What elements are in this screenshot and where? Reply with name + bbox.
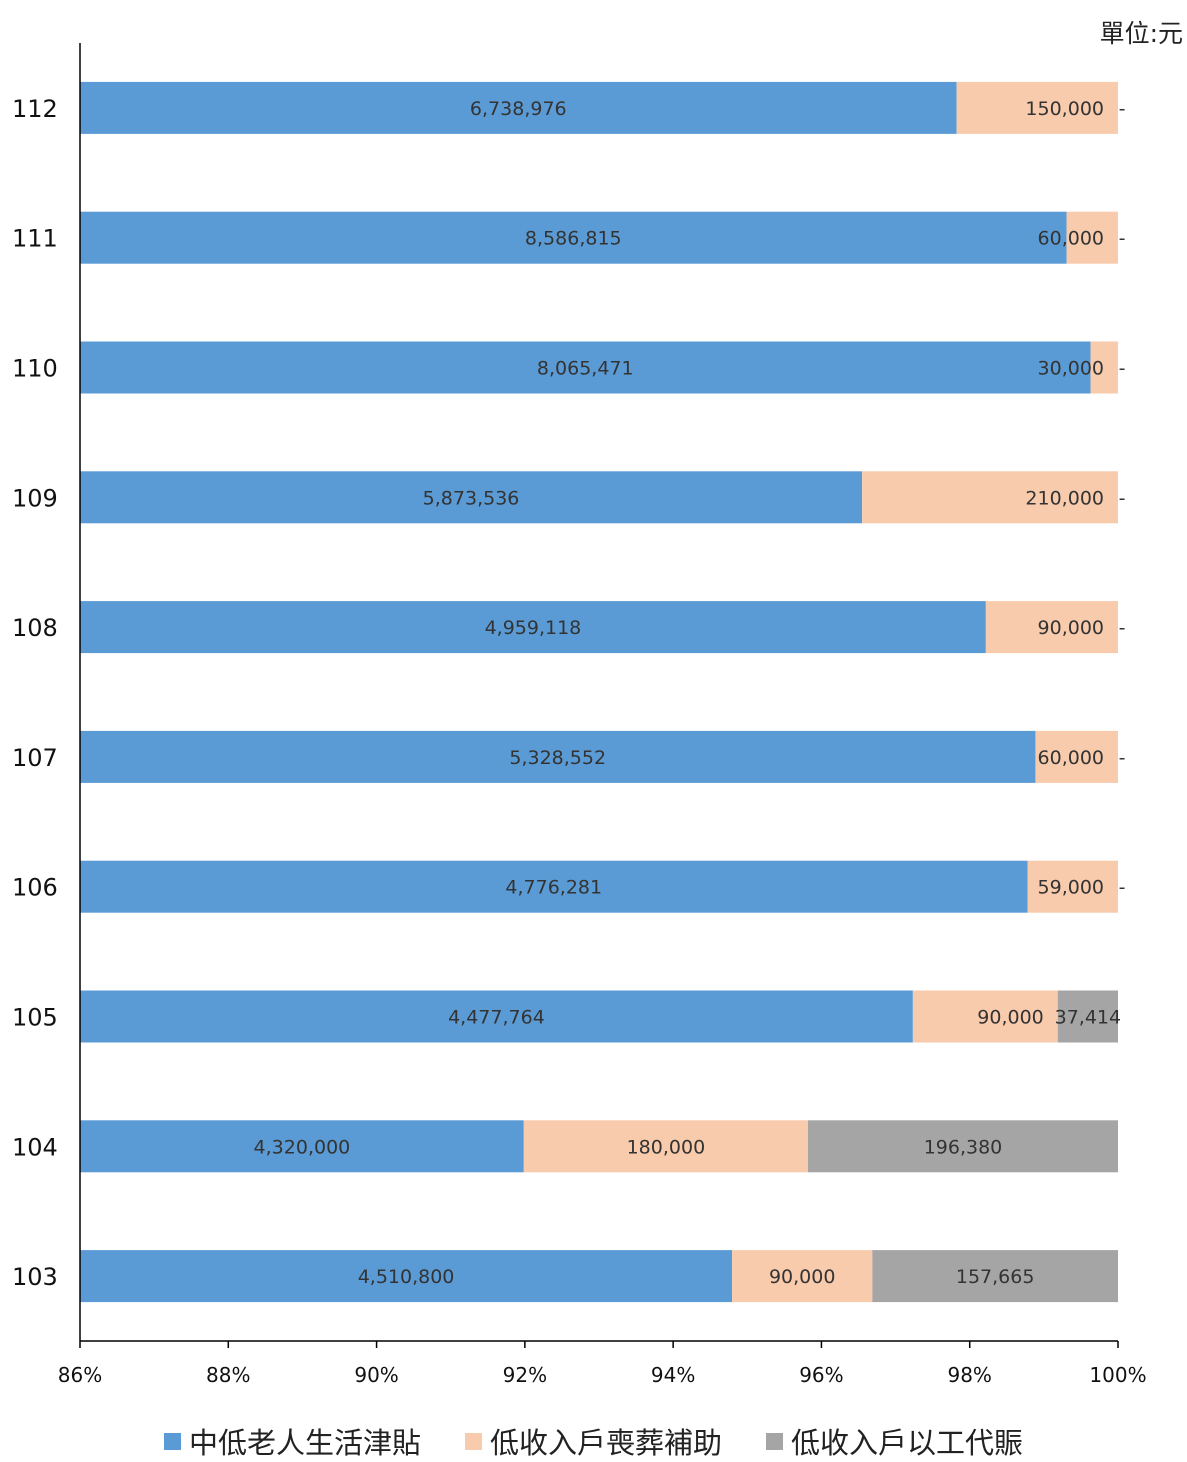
- bar-segment: [80, 1120, 524, 1173]
- bar-segment: [1066, 211, 1118, 264]
- bar-segment: [80, 341, 1091, 394]
- bar-segment: [1057, 990, 1118, 1043]
- x-tick-label: 94%: [651, 1363, 695, 1387]
- data-label: 90,000: [769, 1266, 835, 1288]
- unit-label: 單位:元: [1099, 19, 1183, 48]
- data-label: -: [1119, 617, 1126, 639]
- bar-segment: [80, 860, 1028, 913]
- bar-segment: [80, 81, 957, 134]
- data-label: 5,873,536: [423, 487, 520, 509]
- data-label: 90,000: [977, 1007, 1043, 1029]
- y-tick-label: 109: [12, 484, 58, 512]
- bar-segment: [80, 730, 1036, 783]
- data-label: 196,380: [924, 1136, 1003, 1158]
- data-label: 8,065,471: [537, 358, 634, 380]
- y-tick-label: 105: [12, 1004, 58, 1032]
- data-label: -: [1119, 228, 1126, 250]
- data-label: 5,328,552: [509, 747, 606, 769]
- x-tick-label: 100%: [1089, 1363, 1146, 1387]
- legend-label: 中低老人生活津貼: [188, 1426, 421, 1460]
- bar-segment: [1027, 860, 1118, 913]
- bar-segment: [872, 1250, 1118, 1303]
- bar-segment: [523, 1120, 808, 1173]
- legend-item-s1: 低收入戶喪葬補助: [464, 1420, 722, 1462]
- bar-segment: [912, 990, 1058, 1043]
- bars-layer: [80, 81, 1118, 1303]
- bar-segment: [80, 471, 863, 524]
- data-label: 37,414: [1055, 1007, 1121, 1029]
- data-label: 4,477,764: [448, 1007, 545, 1029]
- data-label: -: [1119, 487, 1126, 509]
- data-label: 6,738,976: [470, 98, 567, 120]
- bar-segment: [732, 1250, 873, 1303]
- bar-segment: [80, 601, 986, 654]
- legend-label: 低收入戶喪葬補助: [489, 1426, 722, 1460]
- y-tick-label: 111: [12, 225, 58, 253]
- bar-segment: [807, 1120, 1118, 1173]
- bar-segment: [1035, 730, 1118, 783]
- data-label: 90,000: [1038, 617, 1104, 639]
- legend-item-s0: 中低老人生活津貼: [163, 1420, 421, 1462]
- x-tick-label: 96%: [799, 1363, 843, 1387]
- legend: 中低老人生活津貼 低收入戶喪葬補助 低收入戶以工代賑: [0, 1420, 1187, 1462]
- x-tick-label: 90%: [354, 1363, 398, 1387]
- data-label: -: [1119, 358, 1126, 380]
- data-label: 4,510,800: [358, 1266, 455, 1288]
- legend-item-s2: 低收入戶以工代賑: [766, 1420, 1023, 1462]
- y-tick-label: 103: [12, 1263, 58, 1291]
- bar-segment: [956, 81, 1118, 134]
- stacked-bar-chart: 86% 88% 90% 92% 94% 96% 98% 100% 6,738,976 150,0…: [12, 43, 1147, 1387]
- axes-layer: 86% 88% 90% 92% 94% 96% 98% 100%: [58, 43, 1147, 1387]
- data-label: 4,776,281: [505, 877, 602, 899]
- legend-swatch: [163, 1432, 181, 1450]
- data-label: 60,000: [1038, 228, 1104, 250]
- bar-segment: [862, 471, 1118, 524]
- bar-segment: [985, 601, 1118, 654]
- data-label: 4,959,118: [485, 617, 582, 639]
- data-label: -: [1119, 747, 1126, 769]
- y-tick-label: 108: [12, 614, 58, 642]
- x-tick-label: 98%: [947, 1363, 991, 1387]
- data-label: 8,586,815: [525, 228, 622, 250]
- data-label: -: [1119, 877, 1126, 899]
- legend-swatch: [766, 1432, 783, 1450]
- legend-swatch: [464, 1432, 482, 1450]
- y-tick-label: 110: [12, 355, 58, 383]
- bar-segment: [80, 1250, 733, 1303]
- data-label: 180,000: [627, 1136, 706, 1158]
- data-label: 4,320,000: [254, 1136, 351, 1158]
- bar-segment: [1090, 341, 1118, 394]
- x-tick-label: 88%: [206, 1363, 250, 1387]
- bar-segment: [80, 990, 913, 1043]
- data-label: 60,000: [1038, 747, 1104, 769]
- data-label: -: [1119, 98, 1126, 120]
- data-label: 30,000: [1038, 358, 1104, 380]
- x-tick-label: 86%: [58, 1363, 102, 1387]
- y-tick-label: 107: [12, 744, 58, 772]
- y-tick-label: 112: [12, 95, 58, 123]
- x-tick-label: 92%: [503, 1363, 547, 1387]
- data-label: 210,000: [1025, 487, 1104, 509]
- y-tick-label: 104: [12, 1133, 58, 1161]
- data-label: 150,000: [1025, 98, 1104, 120]
- bar-segment: [80, 211, 1067, 264]
- data-label: 59,000: [1038, 877, 1104, 899]
- y-tick-label: 106: [12, 874, 58, 902]
- data-label: 157,665: [956, 1266, 1035, 1288]
- legend-label: 低收入戶以工代賑: [791, 1426, 1024, 1460]
